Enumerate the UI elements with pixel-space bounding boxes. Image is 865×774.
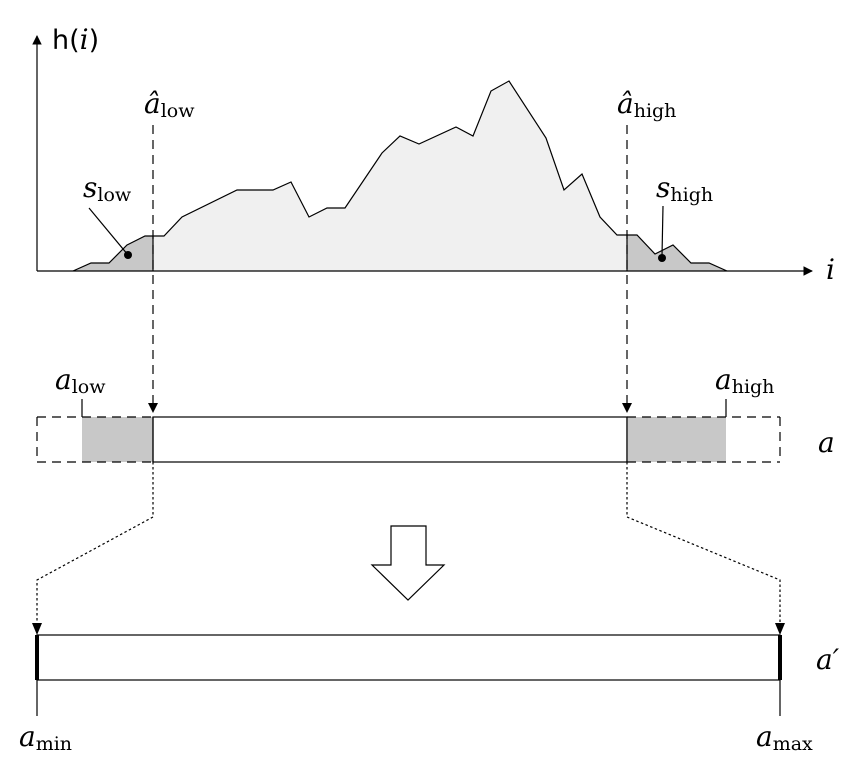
a-prime-label: a′ — [816, 643, 840, 676]
histogram-area — [153, 81, 627, 271]
histogram-tail-high — [627, 235, 727, 271]
a-max-label: amax — [756, 720, 813, 755]
a-hat-low-label: âlow — [144, 87, 195, 122]
a-high-label: ahigh — [715, 363, 774, 398]
bar-a — [36, 416, 781, 463]
s-low-leader — [88, 207, 129, 256]
s-high-dot — [658, 254, 666, 262]
bar-a-tail-low — [82, 417, 153, 462]
s-low-dot — [124, 251, 132, 259]
x-axis-label: i — [826, 253, 835, 286]
a-low-label: alow — [55, 363, 106, 398]
a-min-label: amin — [19, 720, 72, 755]
a-hat-high-label: âhigh — [617, 87, 676, 122]
stretch-guides — [36, 462, 781, 624]
s-high-label: shigh — [656, 171, 713, 206]
y-axis-label: h(i) — [52, 23, 99, 56]
bar-a-prime-body — [36, 634, 781, 681]
s-low-label: slow — [83, 171, 132, 206]
histogram-tail-low — [73, 236, 153, 271]
bar-a-tail-high — [627, 417, 726, 462]
s-high-leader — [661, 205, 664, 257]
transform-arrow-icon — [370, 525, 446, 601]
histogram-outline — [72, 80, 728, 272]
axes — [32, 35, 813, 276]
bar-a-prime — [35, 634, 782, 716]
bar-a-middle — [152, 416, 628, 463]
a-label: a — [818, 426, 835, 459]
